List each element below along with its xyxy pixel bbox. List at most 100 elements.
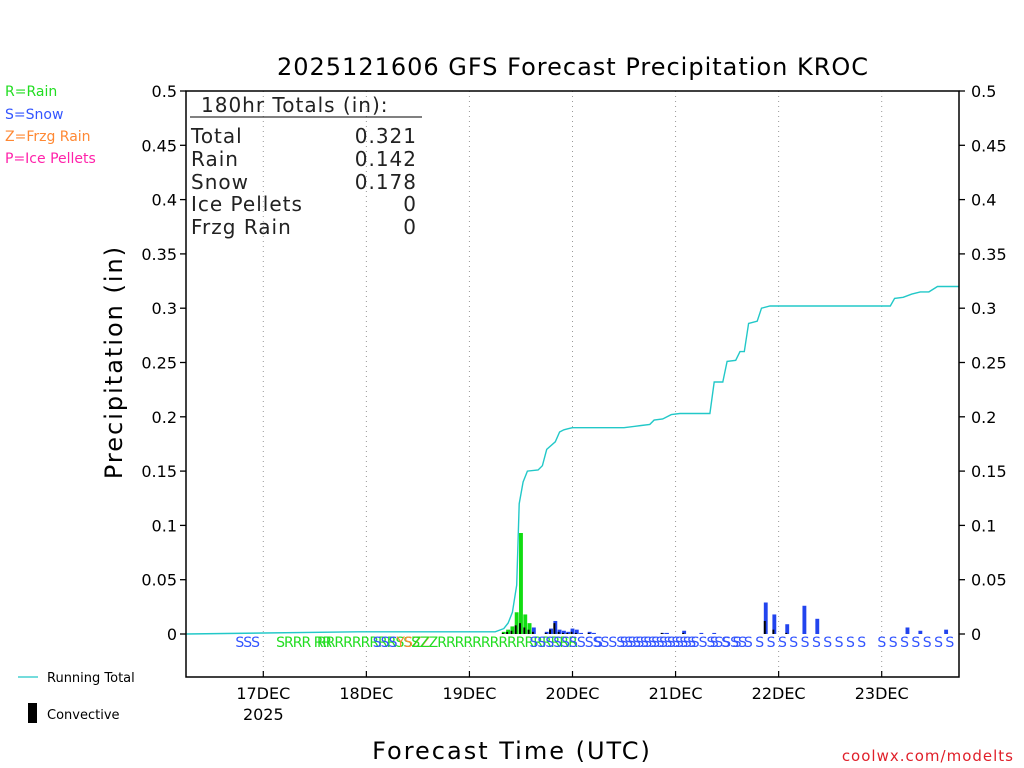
convective-bar (570, 631, 573, 634)
snow-bar (561, 630, 566, 634)
y-tick-label: 0.4 (971, 191, 996, 210)
snow-bar (712, 632, 717, 634)
convective-bar (566, 632, 569, 634)
snow-bar (785, 624, 790, 634)
y-tick-label: 0 (167, 625, 177, 644)
totals-value: 0.321 (355, 124, 417, 148)
y-tick-label: 0.15 (141, 462, 177, 481)
rain-bar (523, 614, 528, 634)
legend-running-total: Running Total (47, 671, 135, 686)
snow-bar (579, 632, 584, 634)
convective-bar (561, 632, 564, 634)
y-tick-label: 0.3 (971, 299, 996, 318)
rain-bar (519, 533, 523, 634)
snow-bar (772, 614, 777, 634)
y-tick-label: 0.25 (971, 354, 1007, 373)
totals-label: Total (190, 124, 243, 148)
y-tick-label: 0.5 (152, 82, 177, 101)
convective-bar (510, 630, 513, 634)
snow-bar (944, 629, 949, 634)
snow-bar (802, 605, 807, 634)
x-axis-label: Forecast Time (UTC) (372, 737, 652, 765)
snow-bar (665, 632, 669, 634)
x-tick-year: 2025 (243, 705, 284, 724)
x-tick-label: 20DEC (546, 684, 600, 703)
convective-bar (523, 627, 526, 634)
ptype-marker: RRRRRRRRRSSS (317, 635, 420, 651)
y-ticks: 0 00.05 0.050.1 0.10.15 0.150.2 0.20.25 0.250.… (141, 82, 1006, 644)
totals-box: 180hr Totals (in): Total 0.321 Rain 0.14… (190, 93, 422, 239)
convective-bar (557, 631, 560, 634)
legend-frzg-rain: Z=Frzg Rain (5, 129, 91, 145)
convective-bar (531, 631, 534, 634)
convective-bar (527, 629, 530, 634)
y-tick-label: 0.4 (152, 191, 177, 210)
x-ticks: 17DEC 2025 18DEC 19DEC 20DEC 21DEC 22DEC 23DEC (236, 671, 909, 724)
running-total-line (185, 285, 959, 635)
snow-bar (763, 602, 768, 634)
convective-bar (772, 629, 775, 634)
ptype-marker: S S S S S S S S S S S S S S (710, 635, 866, 651)
x-tick-label: 17DEC (236, 684, 290, 703)
running-total-series (185, 285, 959, 635)
totals-label: Ice Pellets (191, 192, 303, 216)
x-tick-label: 23DEC (855, 684, 909, 703)
y-tick-label: 0.45 (971, 136, 1007, 155)
y-tick-label: 0.5 (971, 82, 996, 101)
snow-bar (815, 618, 820, 634)
ptype-marker: S (594, 635, 603, 651)
ptype-marker: SSS (235, 635, 260, 651)
snow-bar (592, 632, 596, 634)
convective-swatch (28, 703, 37, 723)
ptype-marker: SRRR RR (276, 635, 332, 651)
legend-ice-pellets: P=Ice Pellets (5, 151, 96, 167)
legend-convective: Convective (47, 708, 120, 723)
y-tick-label: 0.35 (141, 245, 177, 264)
snow-bar (531, 627, 536, 634)
snow-bar (905, 627, 910, 634)
ptype-marker: SSSSSSSSSSSSSSSSSSSSS (530, 635, 697, 651)
y-tick-label: 0.15 (971, 462, 1007, 481)
y-tick-label: 0.2 (971, 408, 996, 427)
legend-snow: S=Snow (5, 107, 63, 123)
x-tick-label: 22DEC (752, 684, 806, 703)
ptype-marker: S S S S S S S (877, 635, 954, 651)
convective-bar (514, 625, 517, 634)
credit-link[interactable]: coolwx.com/modelts (842, 747, 1014, 765)
y-axis-label: Precipitation (in) (100, 245, 128, 479)
ptype-marker: ZZZRRRRRRRRRRRRRRRR (411, 635, 578, 651)
ptype-marker: SSSSSSSSSSSSSSSS (620, 635, 747, 651)
chart-title: 2025121606 GFS Forecast Precipitation KR… (277, 53, 869, 81)
convective-bar (544, 632, 547, 634)
totals-value: 0.178 (355, 170, 417, 194)
convective-bar (587, 632, 590, 634)
y-tick-label: 0.05 (971, 571, 1007, 590)
snow-bar (682, 630, 687, 634)
totals-value: 0 (403, 215, 417, 239)
convective-bar (519, 623, 521, 634)
snow-bar (570, 628, 575, 634)
totals-label: Rain (191, 147, 239, 171)
x-tick-label: 21DEC (649, 684, 703, 703)
y-tick-label: 0.1 (971, 516, 996, 535)
y-tick-label: 0.2 (152, 408, 177, 427)
y-tick-label: 0.1 (152, 516, 177, 535)
x-tick-label: 18DEC (339, 684, 393, 703)
totals-value: 0 (403, 192, 417, 216)
y-tick-label: 0.45 (141, 136, 177, 155)
snow-bar (699, 632, 704, 634)
convective-bar (549, 629, 552, 634)
y-tick-label: 0.3 (152, 299, 177, 318)
convective-bar (501, 632, 504, 634)
ptype-marker: SSS (373, 635, 398, 651)
rain-bar (514, 612, 519, 634)
rain-bar (527, 623, 532, 634)
ptype-marker: YSZZ (395, 635, 429, 651)
snow-bar (918, 630, 923, 634)
x-tick-label: 19DEC (442, 684, 496, 703)
convective-bar (682, 632, 685, 634)
convective-bar (660, 632, 663, 634)
convective-bar (553, 623, 556, 634)
totals-label: Snow (191, 170, 249, 194)
